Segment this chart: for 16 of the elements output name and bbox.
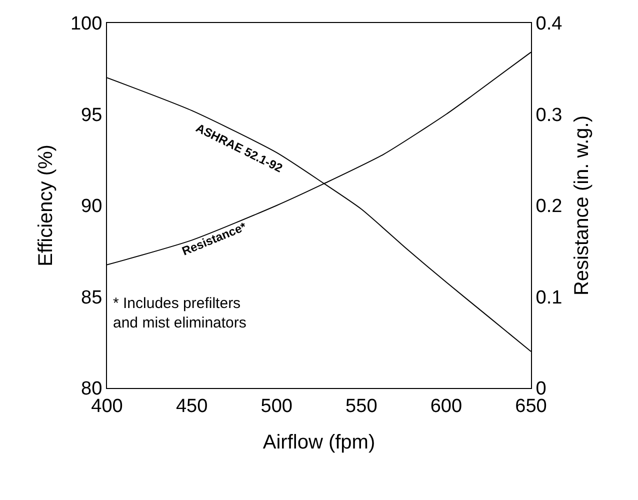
y-tick-label: 100 [70, 14, 102, 35]
y-axis-title: Efficiency (%) [34, 144, 57, 266]
x-tick-label: 450 [176, 396, 208, 417]
y-tick-label: 90 [81, 196, 102, 218]
y-tick-label: 95 [81, 104, 102, 126]
y2-tick-label: 0.2 [536, 196, 562, 218]
x-tick-label: 500 [260, 396, 292, 417]
y2-tick-label: 0.1 [536, 287, 562, 308]
y-tick-label: 85 [81, 287, 102, 308]
y2-tick-label: 0.4 [536, 14, 563, 35]
y2-axis-title: Resistance (in. w.g.) [571, 115, 594, 296]
x-axis-title: Airflow (fpm) [262, 431, 376, 454]
x-tick-label: 600 [430, 396, 462, 417]
x-tick-label: 550 [346, 396, 378, 417]
y2-tick-label: 0.3 [536, 104, 562, 126]
annotation: * Includes prefilters and mist eliminators [113, 295, 246, 332]
